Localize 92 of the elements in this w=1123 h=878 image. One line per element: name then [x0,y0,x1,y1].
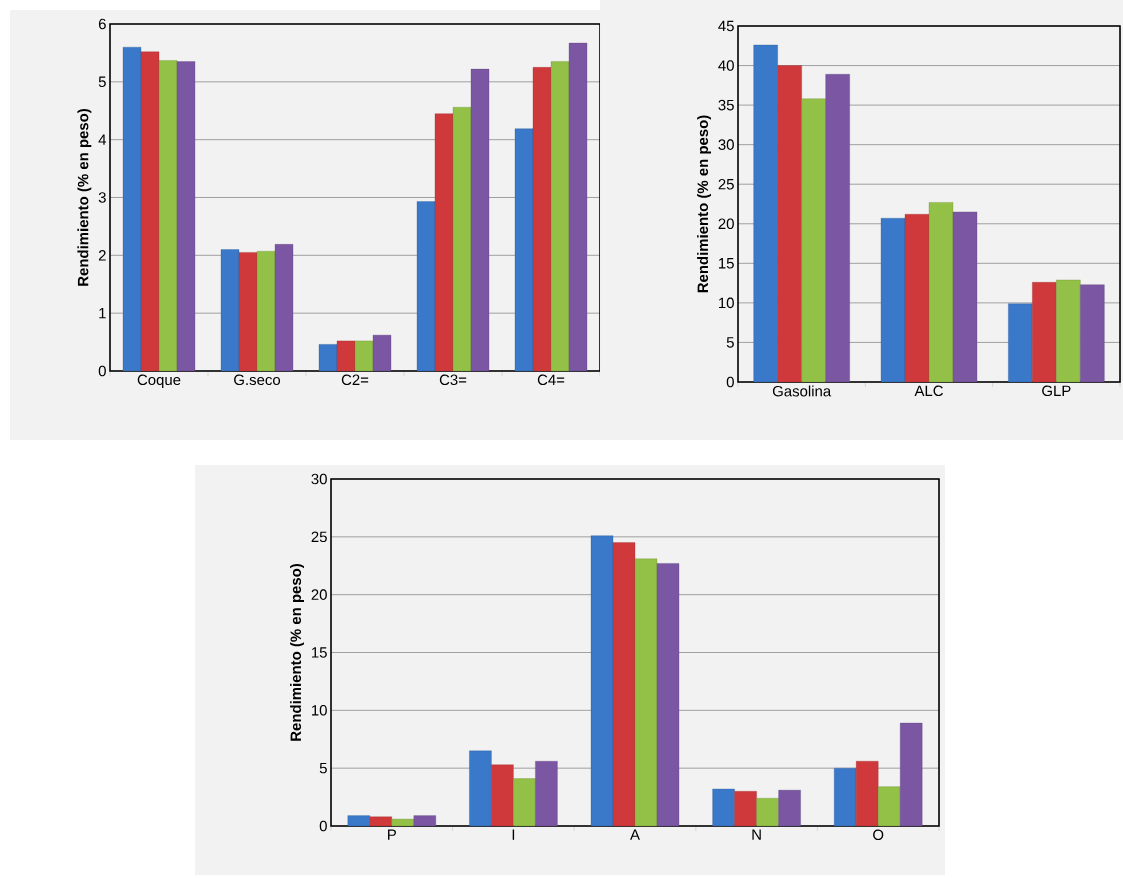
y-tick-label: 10 [312,705,327,716]
y-tick-label: 25 [311,531,327,543]
y-tick-label: 20 [311,589,327,600]
y-tick-label: 10 [719,297,734,309]
bar [176,61,196,372]
y-tick-label: 40 [718,60,734,71]
y-tick-label: 35 [718,99,734,111]
bar [122,46,142,372]
bar [413,815,436,827]
bar [1008,303,1033,383]
bar [369,816,392,827]
x-tick-label: Coque [137,374,181,389]
x-tick-label: Gasolina [772,385,832,397]
x-tick-label: C2= [341,374,369,386]
bar [753,44,778,383]
y-tick-label: 5 [726,337,734,348]
bar [904,214,930,383]
bar [734,791,757,827]
bar [220,249,240,372]
bar [878,786,901,827]
bar [856,761,879,827]
bar [513,778,536,827]
x-tick-label: A [630,829,640,840]
y-axis-title: Rendimiento (% en peso) [77,108,92,286]
y-tick-label: 25 [718,178,734,190]
bar [158,60,178,372]
bar [777,65,802,383]
y-axis-title: Rendimiento (% en peso) [290,563,305,741]
bar [834,768,857,827]
bar [491,764,514,827]
bar [1032,282,1057,383]
y-axis-title: Rendimiento (% en peso) [697,115,712,293]
bar [347,815,370,827]
bar [1080,284,1105,383]
x-tick-label: ALC [914,385,943,397]
bar [928,202,954,383]
bar [801,98,826,383]
y-tick-label: 0 [726,376,734,388]
y-tick-label: 0 [319,820,327,832]
y-tick-label: 20 [718,218,734,230]
bar [514,128,534,372]
bar [900,722,923,827]
y-tick-label: 2 [98,250,106,261]
bar [452,107,472,372]
bar [634,558,658,827]
y-tick-label: 0 [98,365,106,377]
y-tick-label: 6 [98,18,106,30]
bar [470,68,490,372]
bar [825,74,850,383]
bar [336,340,356,372]
bar [434,113,454,372]
y-tick-label: 45 [718,20,734,32]
bar [756,798,779,827]
y-tick-label: 4 [98,134,107,145]
bar [550,61,570,372]
y-tick-label: 15 [312,647,327,658]
bar [712,788,735,827]
x-tick-label: C4= [537,374,565,386]
bar [656,563,680,827]
y-tick-label: 1 [99,308,106,319]
bar [612,542,636,827]
bar [532,67,552,372]
bar [372,334,392,372]
bar [318,344,338,372]
x-tick-label: G.seco [234,374,281,386]
bar [952,211,978,383]
y-tick-label: 30 [311,473,327,485]
x-tick-label: GLP [1042,385,1071,397]
x-tick-label: C3= [439,374,467,386]
bar [778,789,801,827]
y-tick-label: 15 [719,258,734,269]
bar [391,818,414,827]
y-tick-label: 5 [98,76,106,88]
x-tick-label: N [752,829,761,840]
bar [590,535,614,827]
bar [568,42,588,372]
bar [535,761,558,827]
bar [256,251,276,372]
y-tick-label: 5 [319,762,327,774]
y-tick-label: 3 [98,192,106,203]
x-tick-label: O [873,829,884,841]
bar [880,218,906,383]
x-tick-label: P [388,829,396,840]
bar [469,750,492,827]
bar [140,51,160,372]
bar [274,244,294,372]
bar [238,252,258,372]
bar [416,201,436,372]
bar [354,340,374,372]
x-tick-label: I [512,829,515,840]
bar [1056,279,1081,383]
y-tick-label: 30 [718,139,734,150]
